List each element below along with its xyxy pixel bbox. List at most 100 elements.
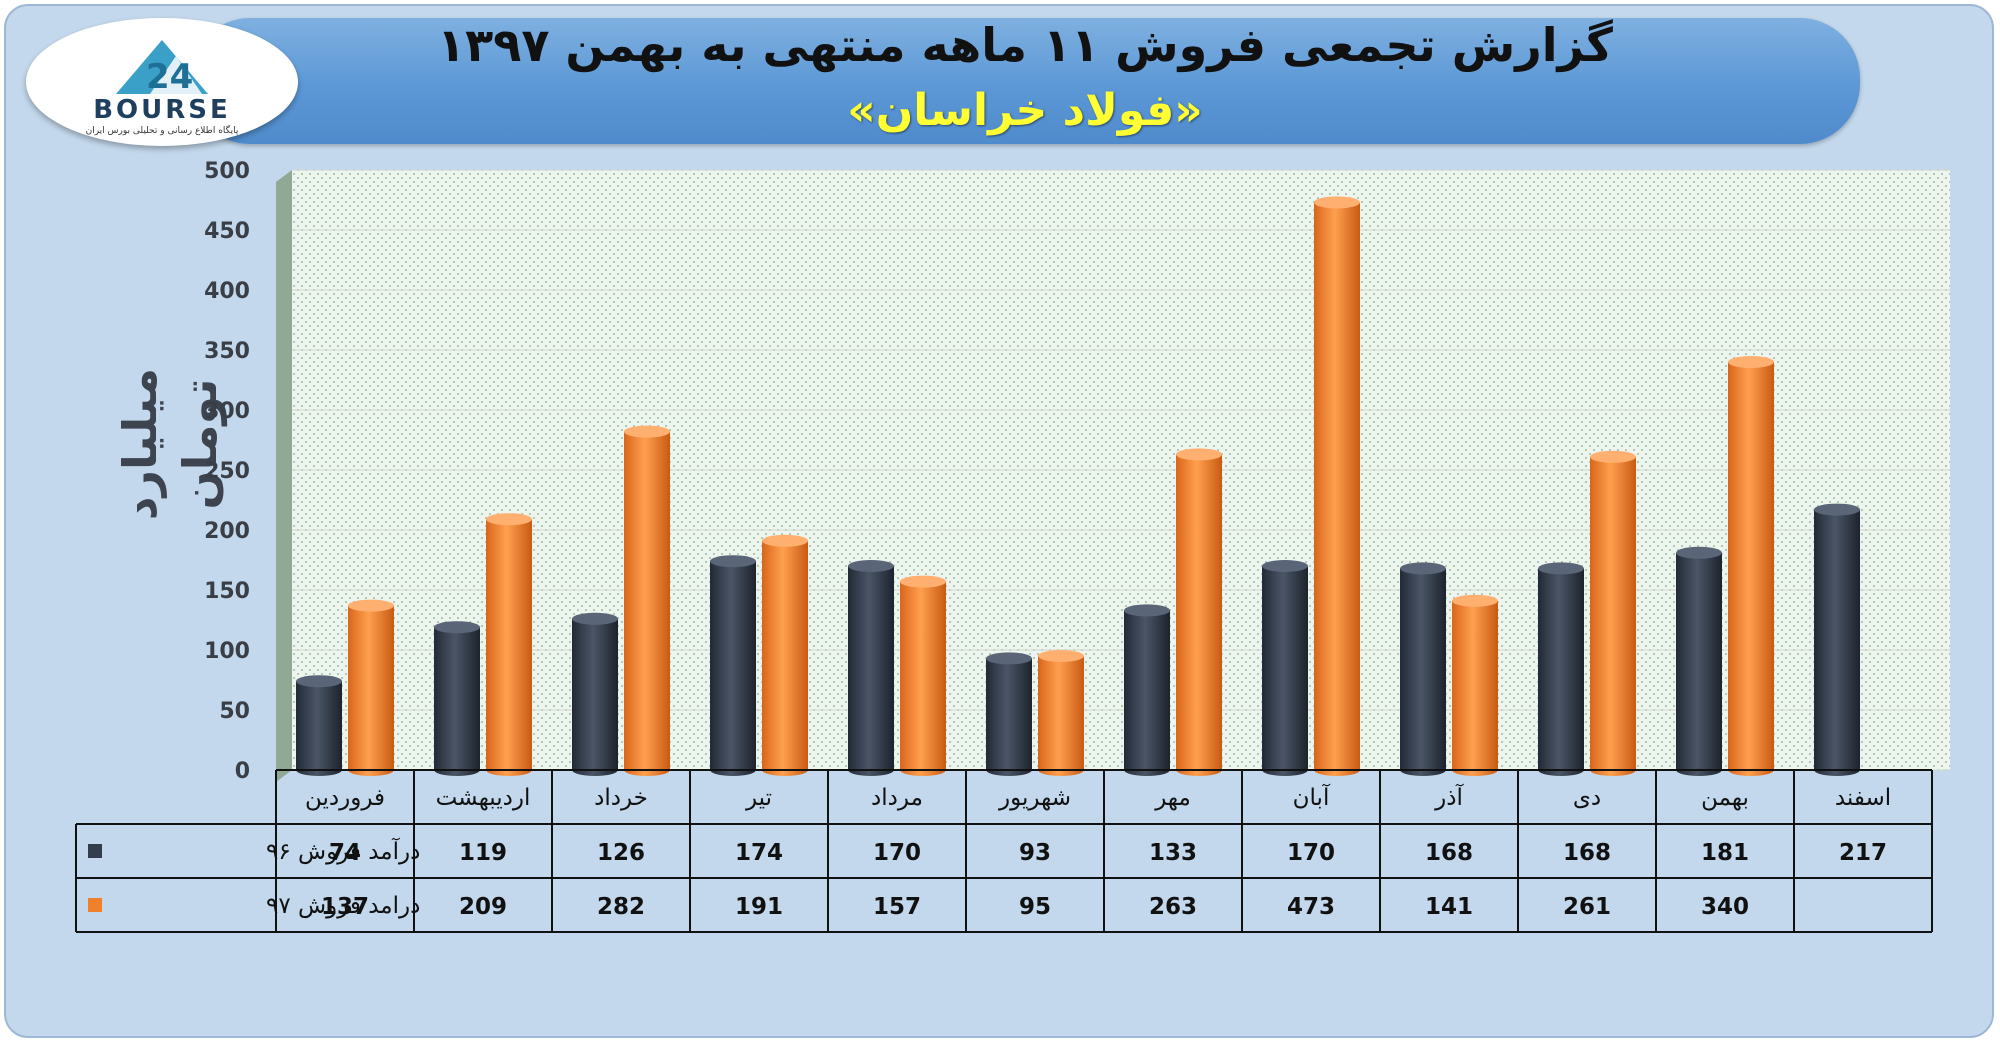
y-tick-label: 500	[204, 159, 250, 184]
data-label: 340	[1701, 894, 1749, 920]
bar	[900, 575, 946, 776]
data-label: 133	[1149, 840, 1197, 866]
bar-body	[1814, 509, 1860, 770]
y-tick-label: 400	[204, 279, 250, 304]
bar-top	[572, 612, 618, 625]
data-label: 126	[597, 840, 645, 866]
bar	[1452, 594, 1498, 776]
bar	[296, 675, 342, 776]
data-label: 168	[1563, 840, 1611, 866]
bar	[1124, 604, 1170, 776]
data-label: 261	[1563, 894, 1611, 920]
x-tick-label: خرداد	[594, 785, 648, 811]
bourse-logo: 24 BOURSE پایگاه اطلاع رسانی و تحلیلی بو…	[26, 18, 298, 146]
data-label: 217	[1839, 840, 1887, 866]
bar	[572, 612, 618, 776]
data-label: 473	[1287, 894, 1335, 920]
bar	[624, 425, 670, 776]
data-label: 209	[459, 894, 507, 920]
bar	[1538, 562, 1584, 776]
bar-top	[1676, 546, 1722, 559]
svg-text:24: 24	[146, 57, 193, 97]
bar-body	[1038, 656, 1084, 770]
data-label: 137	[321, 894, 369, 920]
x-tick-label: فروردین	[305, 785, 385, 811]
bar-top	[1176, 448, 1222, 461]
bar-top	[348, 599, 394, 612]
bar-top	[848, 560, 894, 572]
bar	[486, 513, 532, 776]
bar	[986, 652, 1032, 776]
x-tick-label: دی	[1573, 785, 1601, 811]
x-tick-label: بهمن	[1701, 785, 1749, 811]
title-banner	[190, 18, 1860, 144]
bar-body	[1728, 362, 1774, 770]
x-tick-label: مرداد	[871, 785, 923, 811]
bar-top	[986, 652, 1032, 665]
bar-top	[1400, 562, 1446, 575]
y-tick-label: 50	[219, 699, 250, 724]
data-label: 174	[735, 840, 783, 866]
y-tick-label: 450	[204, 219, 250, 244]
data-label: 95	[1019, 894, 1051, 920]
bar-top	[1124, 604, 1170, 617]
data-label: 74	[329, 840, 361, 866]
y-tick-label: 250	[204, 459, 250, 484]
chart-subtitle: «فولاد خراسان»	[847, 85, 1203, 136]
bar	[1176, 448, 1222, 776]
bar	[1676, 546, 1722, 776]
bar-body	[296, 681, 342, 770]
bar-top	[1538, 562, 1584, 575]
logo-wordmark: BOURSE	[93, 95, 231, 125]
data-label: 157	[873, 894, 921, 920]
y-tick-label: 0	[235, 759, 250, 784]
bar	[348, 599, 394, 776]
bar-body	[1176, 454, 1222, 770]
bar-body	[1538, 568, 1584, 770]
bar-body	[1314, 202, 1360, 770]
bar	[1814, 503, 1860, 776]
data-label: 282	[597, 894, 645, 920]
y-tick-label: 200	[204, 519, 250, 544]
logo-tagline: پایگاه اطلاع رسانی و تحلیلی بورس ایران	[86, 124, 239, 136]
legend-swatch	[88, 844, 102, 858]
bar-body	[624, 431, 670, 770]
bar-body	[762, 540, 808, 770]
bar-top	[900, 575, 946, 588]
bar-body	[434, 627, 480, 770]
data-label: 181	[1701, 840, 1749, 866]
bar	[710, 555, 756, 776]
bar-top	[1262, 560, 1308, 572]
bar	[848, 560, 894, 776]
bar-top	[624, 425, 670, 438]
legend-label: درآمد فروش ۹۶	[266, 837, 420, 865]
y-tick-label: 350	[204, 339, 250, 364]
x-tick-label: اسفند	[1835, 785, 1891, 811]
bar-top	[1728, 356, 1774, 368]
bar-top	[486, 513, 532, 526]
data-label: 119	[459, 840, 507, 866]
bar-body	[1262, 566, 1308, 770]
y-tick-label: 150	[204, 579, 250, 604]
x-tick-label: آبان	[1293, 783, 1331, 811]
x-tick-label: آذر	[1434, 783, 1464, 811]
plot-side-wall	[276, 170, 292, 782]
legend-label: درامد فروش ۹۷	[266, 893, 420, 919]
chart-title: گزارش تجمعی فروش ۱۱ ماهه منتهی به بهمن ۱…	[437, 18, 1613, 72]
bar-body	[900, 581, 946, 770]
bar	[1314, 196, 1360, 776]
legend-swatch	[88, 898, 102, 912]
data-label: 141	[1425, 894, 1473, 920]
y-tick-label: 300	[204, 399, 250, 424]
bar-body	[848, 566, 894, 770]
bar-body	[710, 561, 756, 770]
bar	[762, 534, 808, 776]
bar	[1262, 560, 1308, 776]
bar-top	[762, 534, 808, 547]
bar-top	[1314, 196, 1360, 209]
bar-top	[710, 555, 756, 568]
data-label: 263	[1149, 894, 1197, 920]
bar-top	[296, 675, 342, 688]
bar-top	[434, 621, 480, 634]
